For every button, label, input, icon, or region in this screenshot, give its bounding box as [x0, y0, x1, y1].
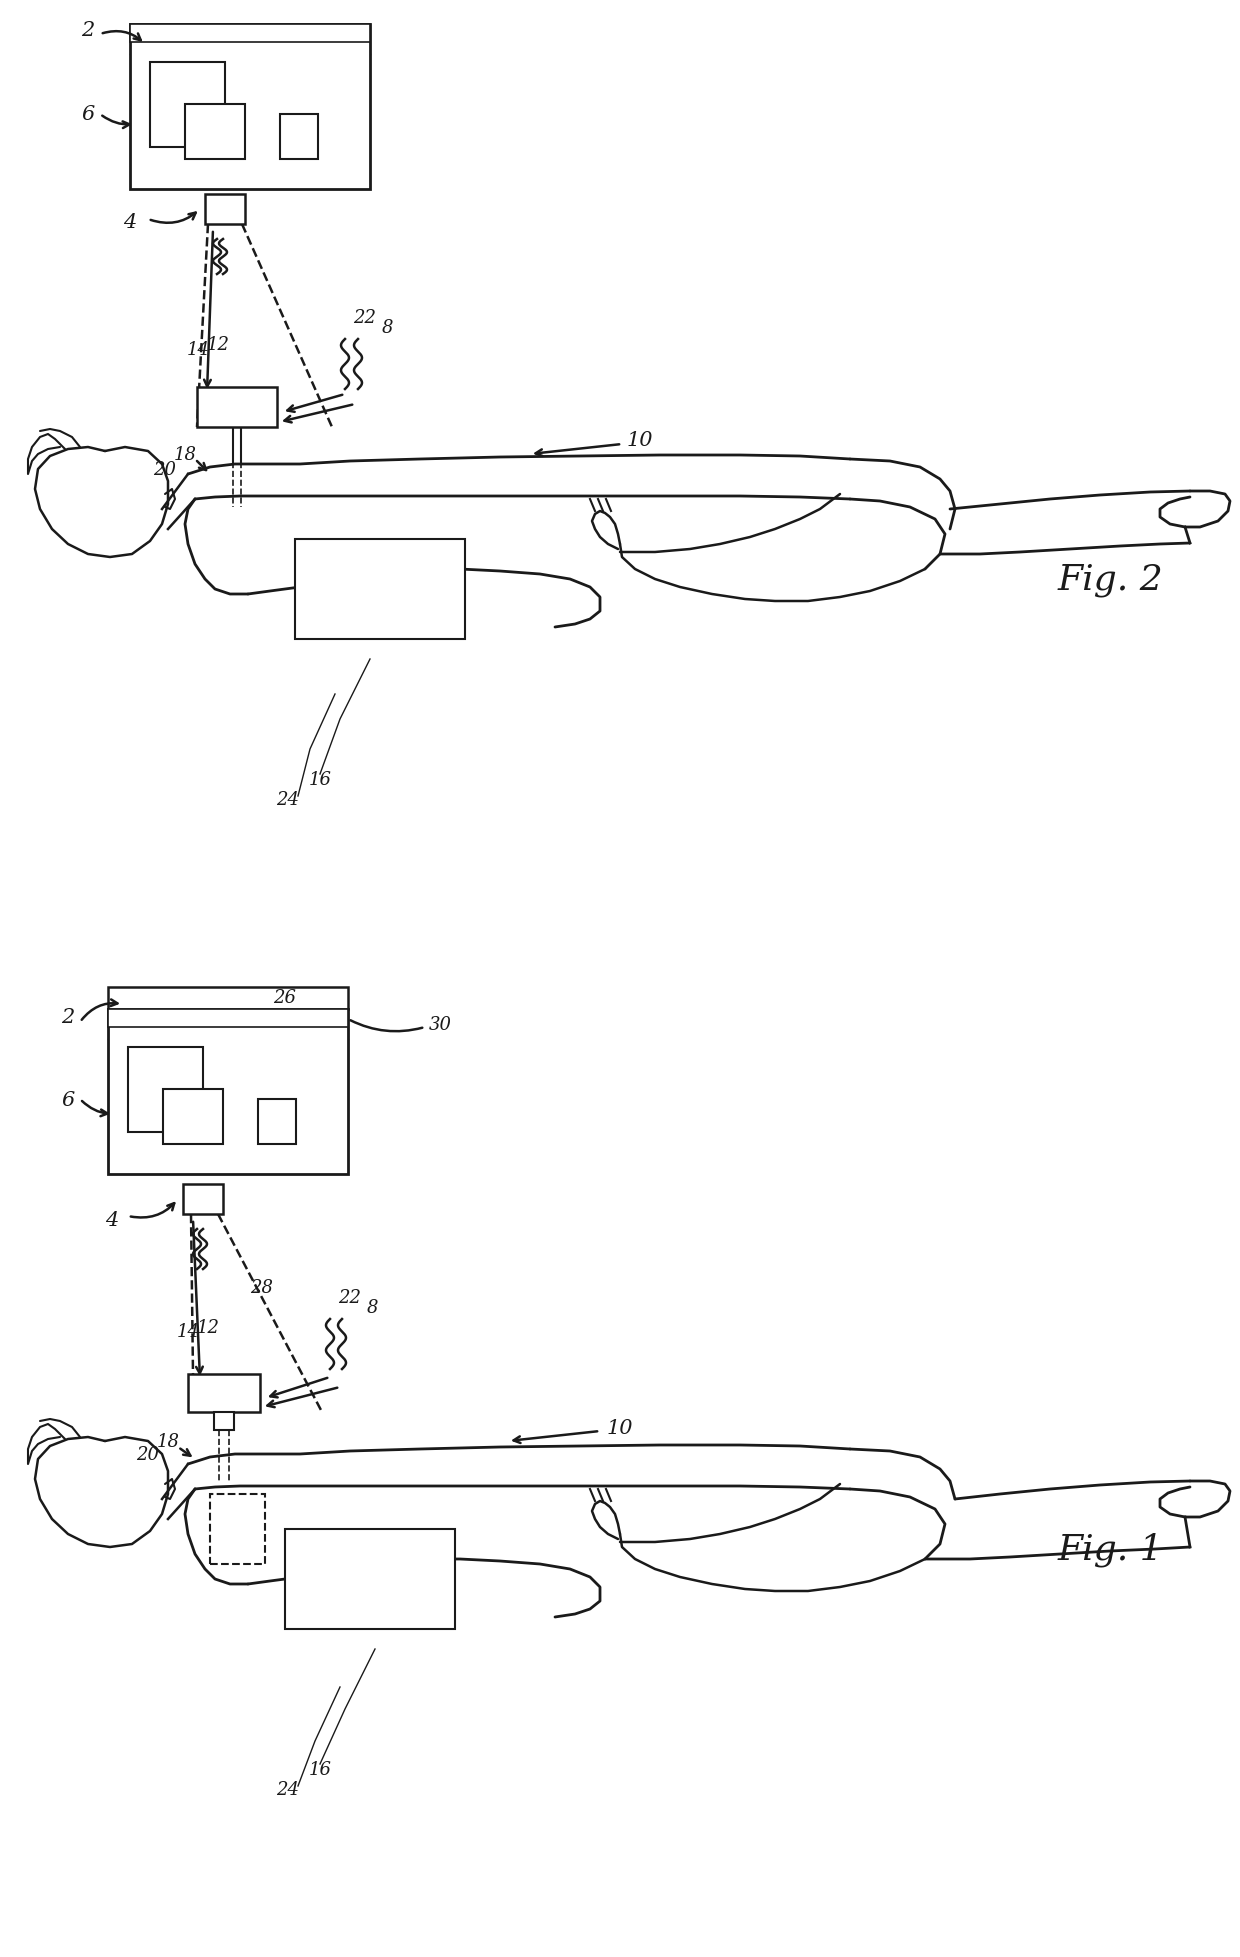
Bar — [108, 988, 348, 1010]
Bar — [210, 1495, 265, 1564]
Text: 10: 10 — [606, 1417, 634, 1436]
Text: 6: 6 — [82, 106, 94, 125]
Text: 28: 28 — [250, 1278, 274, 1296]
Text: 4: 4 — [123, 213, 136, 231]
Text: 12: 12 — [196, 1319, 219, 1337]
Bar — [185, 106, 246, 160]
Bar — [280, 115, 317, 160]
Text: 12: 12 — [207, 337, 229, 354]
Bar — [205, 196, 246, 225]
Bar — [108, 1010, 348, 1027]
Text: 24: 24 — [277, 1781, 300, 1798]
Text: 8: 8 — [366, 1297, 378, 1317]
Text: 22: 22 — [353, 309, 377, 327]
Text: 10: 10 — [626, 431, 653, 450]
Text: 18: 18 — [156, 1433, 180, 1450]
Bar — [184, 1184, 223, 1215]
Text: 24: 24 — [277, 791, 300, 808]
Bar — [197, 387, 277, 429]
Bar — [150, 63, 224, 149]
Bar — [188, 1374, 260, 1413]
Bar — [285, 1528, 455, 1628]
Text: 16: 16 — [309, 771, 331, 789]
Text: 4: 4 — [105, 1209, 119, 1229]
Text: 18: 18 — [174, 446, 196, 464]
Text: 16: 16 — [309, 1759, 331, 1779]
Text: Fig. 2: Fig. 2 — [1058, 564, 1163, 597]
Text: Fig. 1: Fig. 1 — [1058, 1532, 1163, 1566]
Text: 30: 30 — [429, 1016, 451, 1033]
Bar — [162, 1090, 223, 1145]
Bar — [215, 1413, 234, 1431]
Bar — [258, 1100, 296, 1145]
Bar — [295, 540, 465, 640]
Text: 20: 20 — [154, 460, 176, 479]
Text: 2: 2 — [61, 1008, 74, 1027]
Text: 14: 14 — [186, 341, 210, 358]
Text: 20: 20 — [136, 1446, 160, 1464]
Text: 8: 8 — [381, 319, 393, 337]
Text: 6: 6 — [61, 1090, 74, 1110]
Text: 14: 14 — [176, 1323, 200, 1341]
Bar — [130, 25, 370, 190]
Bar — [128, 1047, 203, 1133]
Bar — [130, 25, 370, 43]
Text: 2: 2 — [82, 20, 94, 39]
Text: 22: 22 — [339, 1288, 362, 1307]
Text: 26: 26 — [274, 988, 296, 1006]
Bar — [108, 1010, 348, 1174]
